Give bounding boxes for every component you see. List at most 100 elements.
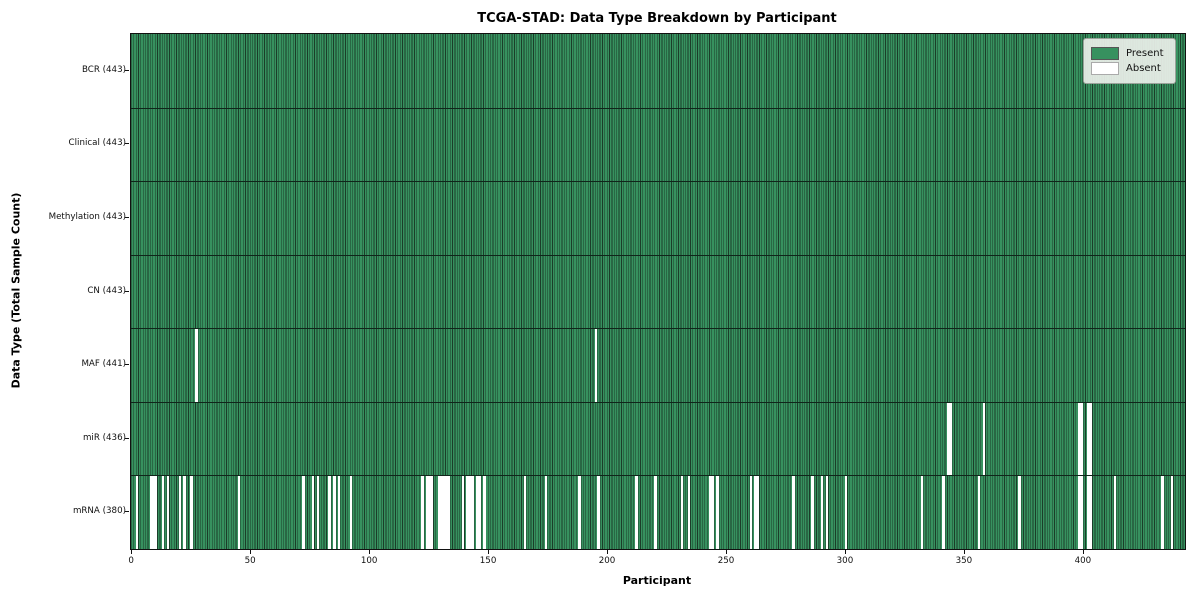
- absent-stripe: [421, 475, 424, 549]
- absent-stripe: [445, 475, 448, 549]
- x-tick-label: 100: [360, 556, 378, 566]
- x-tick-mark: [963, 550, 965, 554]
- absent-stripe: [135, 475, 139, 549]
- absent-stripe: [166, 475, 170, 549]
- absent-stripe: [161, 475, 165, 549]
- absent-stripe: [544, 475, 548, 549]
- absent-stripe: [447, 475, 450, 549]
- row-bcr: [131, 34, 1185, 108]
- x-tick-mark: [844, 550, 846, 554]
- absent-stripe: [428, 475, 431, 549]
- absent-stripe: [594, 328, 598, 402]
- absent-stripe: [478, 475, 481, 549]
- absent-stripe: [1170, 475, 1174, 549]
- absent-stripe: [437, 475, 441, 549]
- row-separator: [131, 475, 1185, 477]
- absent-stripe: [152, 475, 155, 549]
- x-tick-label: 350: [955, 556, 973, 566]
- x-axis-label: Participant: [622, 574, 692, 587]
- x-tick-mark: [369, 550, 371, 554]
- y-tick-label: BCR (443): [81, 64, 126, 75]
- absent-stripe: [328, 475, 331, 549]
- absent-stripe: [195, 328, 198, 402]
- absent-stripe: [709, 475, 712, 549]
- absent-stripe: [1161, 475, 1164, 549]
- absent-stripe: [792, 475, 795, 549]
- absent-stripe: [183, 475, 186, 549]
- legend-item-absent: Absent: [1091, 62, 1167, 75]
- absent-stripe: [920, 475, 924, 549]
- absent-stripe: [1087, 475, 1090, 549]
- absent-stripe: [333, 475, 336, 549]
- plot-area: [130, 33, 1186, 550]
- absent-stripe: [475, 475, 479, 549]
- y-tick-mark: [125, 216, 129, 218]
- x-tick-mark: [250, 550, 252, 554]
- y-tick-mark: [125, 69, 129, 71]
- x-tick-label: 400: [1074, 556, 1092, 566]
- absent-stripe: [1113, 475, 1116, 549]
- y-tick-label: Methylation (443): [48, 211, 126, 222]
- row-clinical: [131, 108, 1185, 182]
- absent-stripe: [178, 475, 181, 549]
- x-tick-label: 150: [479, 556, 497, 566]
- absent-stripe: [754, 475, 757, 549]
- absent-stripe: [947, 401, 950, 476]
- absent-stripe: [1077, 475, 1081, 549]
- y-tick-mark: [125, 437, 129, 439]
- absent-stripe: [1089, 401, 1093, 476]
- absent-stripe: [635, 475, 638, 549]
- absent-stripe: [430, 475, 434, 549]
- absent-stripe: [302, 475, 305, 549]
- row-mir: [131, 401, 1185, 476]
- absent-stripe: [316, 475, 319, 549]
- x-tick-label: 250: [717, 556, 735, 566]
- row-separator: [131, 181, 1185, 183]
- absent-stripe: [982, 401, 986, 476]
- absent-stripe: [820, 475, 824, 549]
- absent-stripe: [687, 475, 691, 549]
- absent-stripe: [578, 475, 581, 549]
- y-tick-label: CN (443): [87, 285, 126, 296]
- row-separator: [131, 328, 1185, 330]
- legend-label-absent: Absent: [1126, 63, 1161, 74]
- absent-stripe: [716, 475, 719, 549]
- absent-stripe: [942, 475, 945, 549]
- x-tick-label: 0: [128, 556, 134, 566]
- absent-stripe: [1018, 475, 1021, 549]
- absent-stripe: [1087, 401, 1090, 476]
- absent-stripe: [825, 475, 829, 549]
- y-tick-mark: [125, 511, 129, 513]
- y-tick-mark: [125, 143, 129, 145]
- absent-stripe: [680, 475, 683, 549]
- legend-label-present: Present: [1126, 48, 1164, 59]
- absent-stripe: [150, 475, 153, 549]
- absent-swatch: [1091, 62, 1119, 75]
- absent-stripe: [711, 475, 714, 549]
- absent-stripe: [440, 475, 443, 549]
- absent-stripe: [749, 475, 752, 549]
- absent-stripe: [426, 475, 429, 549]
- absent-stripe: [466, 475, 469, 549]
- absent-stripe: [461, 475, 465, 549]
- row-cn: [131, 255, 1185, 329]
- x-tick-label: 200: [598, 556, 616, 566]
- absent-stripe: [654, 475, 657, 549]
- y-tick-label: MAF (441): [81, 359, 126, 370]
- absent-stripe: [1080, 475, 1083, 549]
- row-separator: [131, 401, 1185, 403]
- absent-stripe: [471, 475, 474, 549]
- legend-item-present: Present: [1091, 47, 1167, 60]
- absent-stripe: [978, 475, 981, 549]
- y-tick-label: Clinical (443): [68, 138, 126, 149]
- absent-stripe: [154, 475, 158, 549]
- row-separator: [131, 254, 1185, 256]
- absent-stripe: [756, 475, 760, 549]
- absent-stripe: [238, 475, 241, 549]
- absent-stripe: [1089, 475, 1093, 549]
- x-tick-mark: [1082, 550, 1084, 554]
- row-maf: [131, 328, 1185, 402]
- x-tick-label: 300: [836, 556, 854, 566]
- x-tick-mark: [607, 550, 609, 554]
